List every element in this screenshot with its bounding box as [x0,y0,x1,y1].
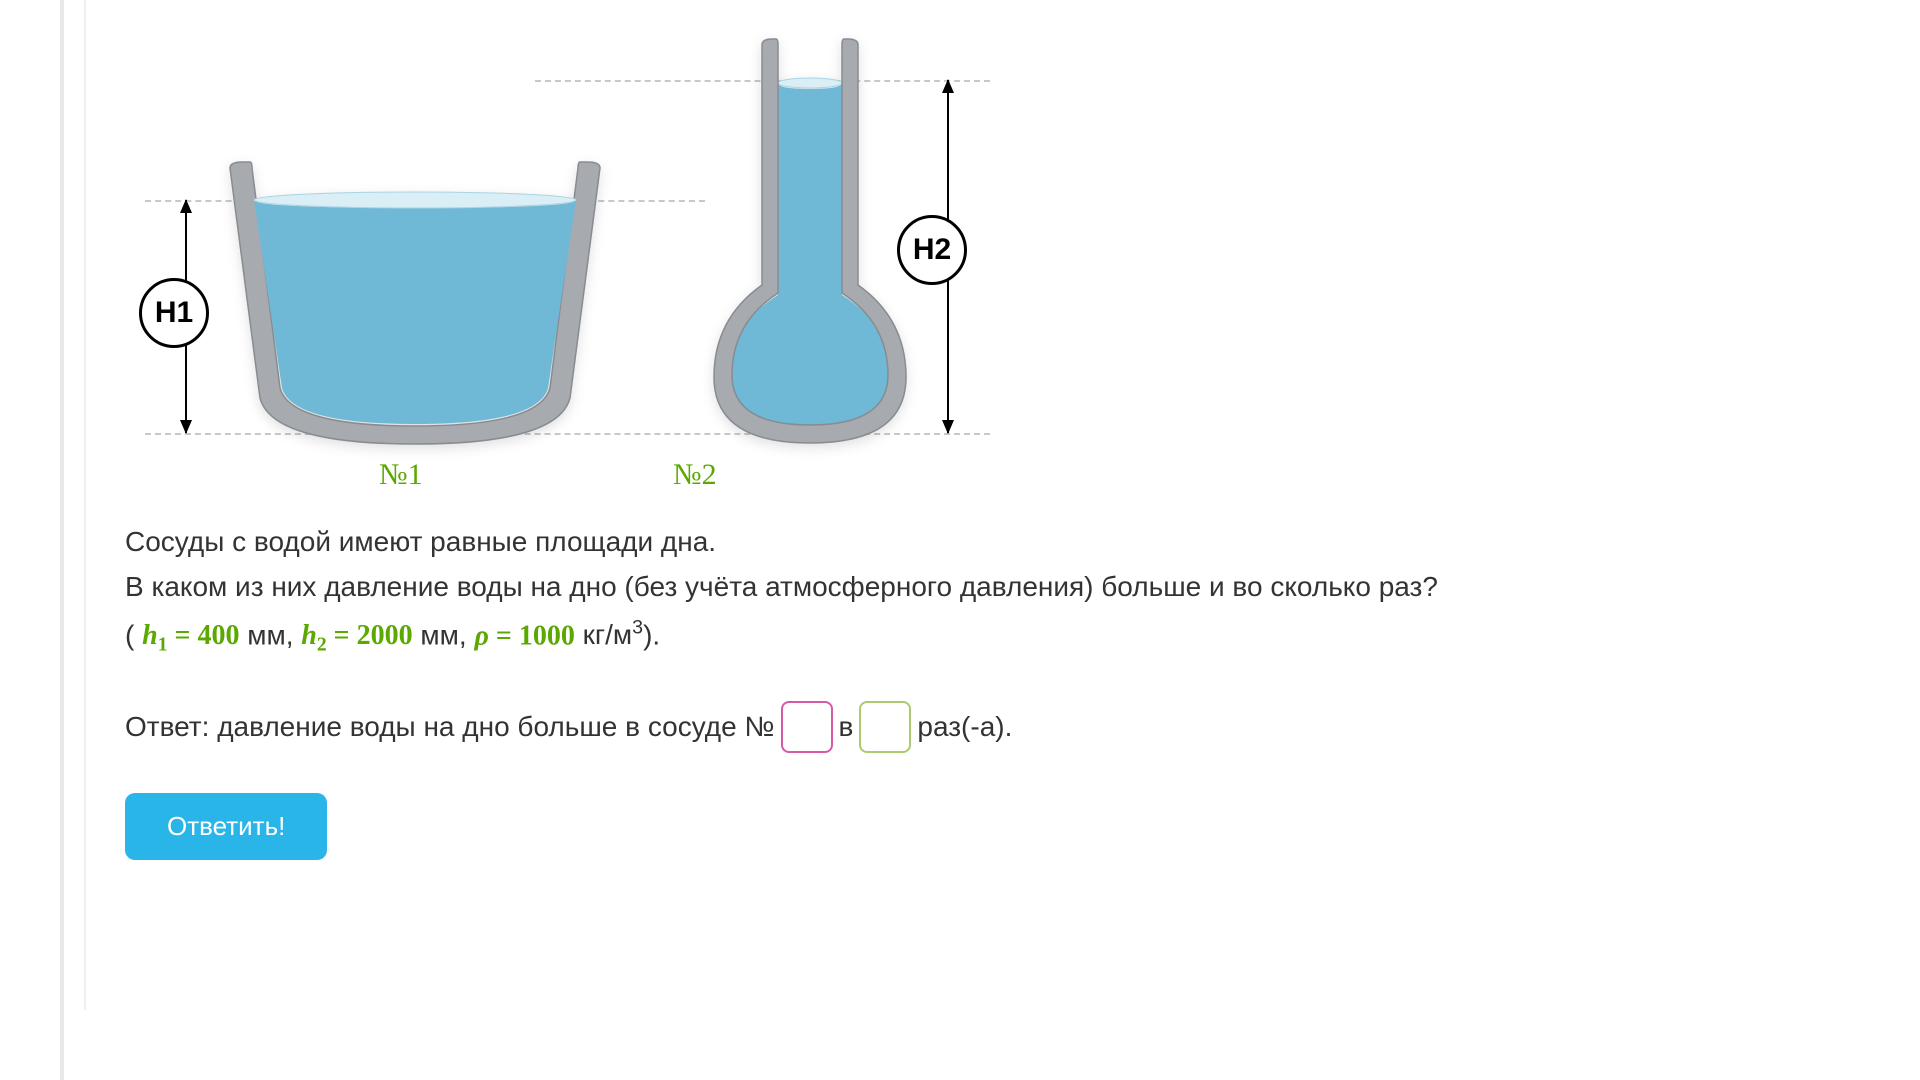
problem-text-block: Сосуды с водой имеют равные площади дна.… [125,520,1525,661]
outer-left-border [60,0,64,1080]
answer-line: Ответ: давление воды на дно больше в сос… [125,701,1920,753]
h1-variable: h1 = 400 [142,620,239,651]
vessel-1-cup [220,158,610,448]
h2-variable: h2 = 2000 [301,620,412,651]
problem-line-2: В каком из них давление воды на дно (без… [125,565,1525,608]
page-content: H1 H2 [80,0,1920,860]
h1-label-text: H1 [155,296,193,330]
problem-line-1: Сосуды с водой имеют равные площади дна. [125,520,1525,563]
rho-unit: кг/м3 [583,619,643,650]
answer-suffix: раз(-а). [917,711,1012,743]
rho-variable: ρ = 1000 [474,620,574,651]
answer-mid: в [839,711,854,743]
problem-formula-line: ( h1 = 400 мм, h2 = 2000 мм, ρ = 1000 кг… [125,613,1525,661]
answer-prefix: Ответ: давление воды на дно больше в сос… [125,711,775,743]
h1-circle-label: H1 [139,278,209,348]
vessel-2-number: №2 [673,458,717,492]
submit-button[interactable]: Ответить! [125,793,327,860]
vessels-diagram: H1 H2 [125,20,1025,460]
ratio-input[interactable] [859,701,911,753]
vessel-number-input[interactable] [781,701,833,753]
vessel-2-flask [700,35,920,445]
vessel-1-number: №1 [379,458,423,492]
